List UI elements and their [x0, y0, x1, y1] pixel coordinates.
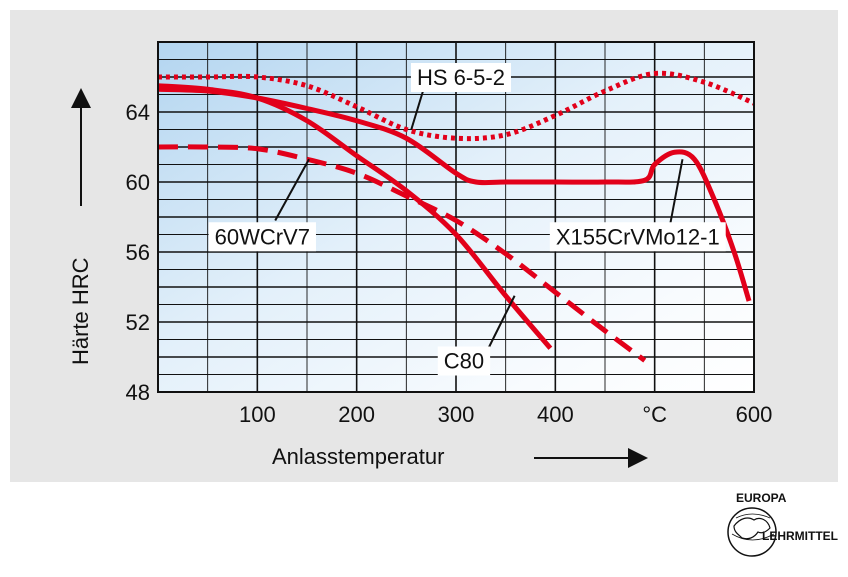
series-line-hs-6-5-2	[158, 70, 755, 142]
ticks: 100 200 300 400 °C 600 48 52 56 60 64	[126, 100, 773, 427]
x-tick-label: 600	[736, 402, 773, 427]
series-line-c80	[157, 83, 553, 350]
y-tick-label: 64	[126, 100, 150, 125]
annotation-leader	[668, 159, 684, 228]
series-layer	[157, 70, 755, 363]
series-annotation-60wcrv7: 60WCrV7	[215, 224, 310, 249]
annotations: HS 6-5-2 X155CrVMo12-1 60WCrV7 C80	[208, 63, 726, 376]
x-tick-label: 400	[537, 402, 574, 427]
logo-bottom-text: LEHRMITTEL	[762, 529, 838, 543]
hardness-tempering-chart: 100 200 300 400 °C 600 48 52 56 60 64 HS 6-5-2 X155…	[68, 41, 773, 469]
chart-panel: 100 200 300 400 °C 600 48 52 56 60 64 HS 6-5-2 X155…	[10, 10, 838, 482]
europa-lehrmittel-logo: EUROPA LEHRMITTEL	[727, 491, 838, 557]
x-tick-label: 100	[239, 402, 276, 427]
axis-labels: Anlasstemperatur Härte HRC	[68, 88, 648, 469]
x-tick-label: °C	[642, 402, 667, 427]
series-annotation-hs-6-5-2: HS 6-5-2	[417, 65, 505, 90]
y-tick-label: 56	[126, 240, 150, 265]
x-tick-label: 300	[438, 402, 475, 427]
logo-top-text: EUROPA	[736, 491, 787, 505]
y-tick-label: 52	[126, 310, 150, 335]
series-line-x155crvmo12-1	[157, 86, 752, 302]
x-tick-label: 200	[338, 402, 375, 427]
y-axis-label: Härte HRC	[68, 257, 93, 365]
series-annotation-x155crvmo12-1: X155CrVMo12-1	[556, 224, 720, 249]
annotation-leader	[274, 158, 310, 221]
map-outline-icon	[733, 517, 771, 540]
series-line-60wcrv7	[157, 144, 647, 363]
annotation-leader	[484, 295, 516, 354]
x-axis-label: Anlasstemperatur	[272, 444, 444, 469]
y-tick-label: 48	[126, 380, 150, 405]
series-annotation-c80: C80	[444, 349, 484, 374]
y-tick-label: 60	[126, 170, 150, 195]
plot-frame	[157, 41, 755, 393]
